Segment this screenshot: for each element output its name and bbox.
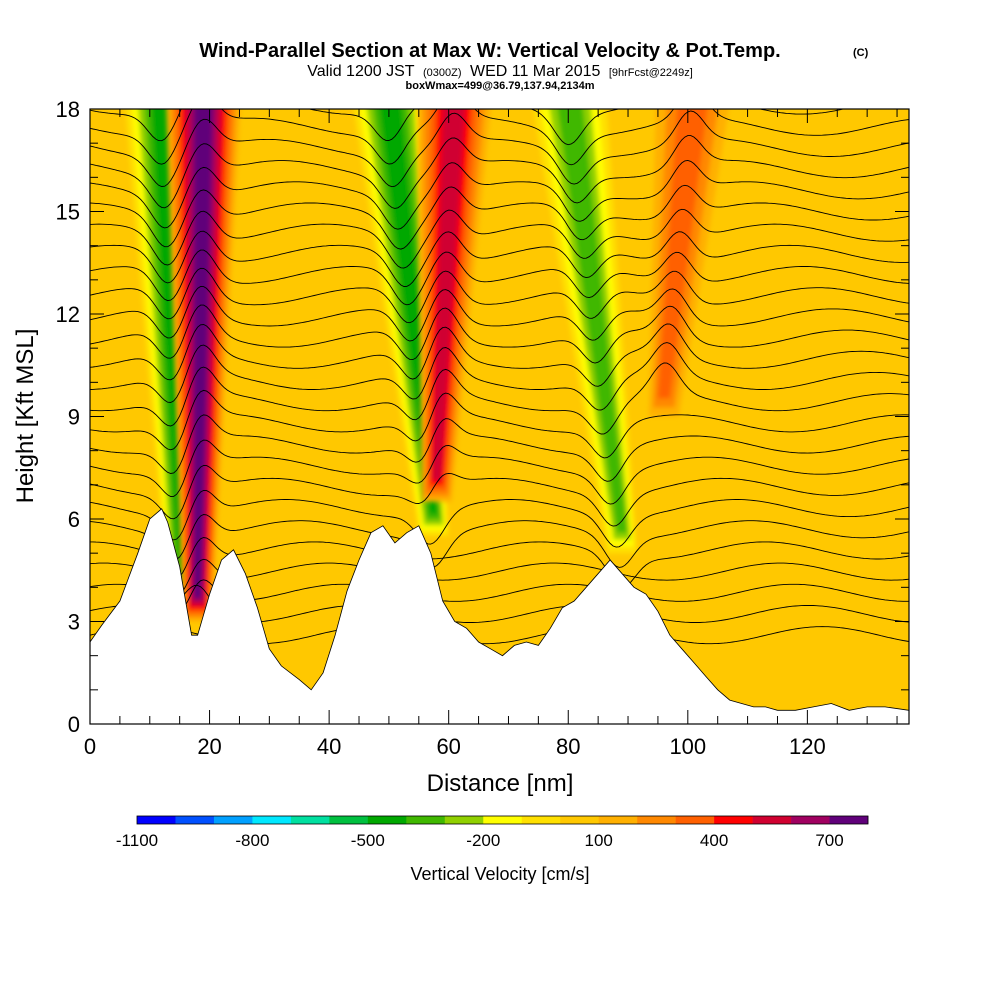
x-tick-label: 20: [197, 734, 221, 759]
theta-contour-34: [90, 304, 909, 364]
theta-contour-42: [90, 230, 909, 287]
updraft-shade-4-5: [432, 109, 465, 480]
theta-contour-16: [90, 514, 909, 568]
theta-contour-28: [90, 362, 909, 435]
colorbar-swatch: [137, 816, 176, 824]
colorbar-label: Vertical Velocity [cm/s]: [410, 864, 589, 884]
colorbar-swatch: [829, 816, 869, 824]
terrain: [90, 508, 909, 724]
subtitle-valid: Valid 1200 JST: [307, 63, 415, 80]
theta-contour-40: [90, 249, 909, 306]
theta-contour-46: [90, 184, 909, 250]
subtitle-forecast: [9hrFcst@2249z]: [609, 67, 693, 79]
x-tick-label: 0: [84, 734, 96, 759]
colorbar-swatch: [213, 816, 253, 824]
colorbar-tick-label: 400: [700, 831, 728, 850]
theta-contour-20: [90, 464, 909, 527]
theta-contour-32: [90, 323, 909, 387]
chart-subtitle: Valid 1200 JST (0300Z) WED 11 Mar 2015 […: [307, 63, 693, 80]
colorbar-ticks: -1100 -800 -500 -200 100 400 700: [116, 831, 844, 850]
downdraft-band-5: [533, 109, 637, 554]
colorbar-swatch: [714, 816, 753, 824]
colorbar-swatch: [329, 816, 369, 824]
colorbar-frame: [136, 815, 869, 825]
colorbar-tick-label: -800: [235, 831, 269, 850]
updraft-shade-6-3: [657, 109, 708, 399]
theta-contour-48: [90, 159, 909, 230]
colorbar-swatch: [444, 816, 484, 824]
theta-contour-44: [90, 208, 909, 269]
theta-contour-30: [90, 342, 909, 411]
theta-contour-50: [90, 135, 909, 209]
colorbar-tick-label: -200: [466, 831, 500, 850]
y-tick-label: 15: [56, 200, 80, 225]
y-tick-label: 3: [68, 610, 80, 635]
y-axis: 0 3 6 9 12 15 18: [56, 97, 909, 737]
subtitle-date: WED 11 Mar 2015: [470, 63, 601, 80]
x-tick-label: 40: [317, 734, 341, 759]
colorbar-tick-label: 700: [815, 831, 843, 850]
colorbar-swatch: [675, 816, 715, 824]
downdraft-shade-5-4: [557, 109, 628, 533]
potential-temperature-contours: [90, 109, 909, 645]
theta-contour-26: [90, 389, 909, 459]
colorbar-swatch: [791, 816, 830, 824]
colorbar-swatch: [752, 816, 792, 824]
x-tick-label: 120: [789, 734, 826, 759]
colorbar-swatch: [521, 816, 561, 824]
y-tick-label: 18: [56, 97, 80, 122]
theta-contour-52: [90, 110, 909, 188]
colorbar-swatch: [290, 816, 330, 824]
colorbar-swatch: [406, 816, 446, 824]
y-tick-label: 9: [68, 405, 80, 430]
subtitle-z-time: (0300Z): [423, 67, 462, 79]
colorbar-swatch: [175, 816, 215, 824]
chart-title: Wind-Parallel Section at Max W: Vertical…: [199, 40, 780, 62]
x-axis-label: Distance [nm]: [427, 770, 574, 797]
x-tick-label: 100: [669, 734, 706, 759]
y-axis-label: Height [Kft MSL]: [12, 329, 39, 504]
colorbar-swatch: [367, 816, 407, 824]
theta-contour-14: [90, 537, 909, 588]
colorbar-swatch: [483, 816, 523, 824]
colorbar-tick-label: 100: [585, 831, 613, 850]
plot-area: [90, 109, 909, 724]
x-axis: 0 20 40 60 80 100 120: [84, 109, 898, 759]
theta-contour-54: [90, 109, 909, 166]
theta-contour-18: [90, 489, 909, 548]
y-tick-label: 0: [68, 712, 80, 737]
y-tick-label: 6: [68, 507, 80, 532]
theta-contour-38: [90, 267, 909, 324]
colorbar-swatch: [637, 816, 676, 824]
title-mark: (C): [853, 47, 869, 59]
updraft-shade-2-7: [193, 109, 213, 599]
colorbar-swatch: [598, 816, 638, 824]
y-tick-label: 12: [56, 302, 80, 327]
colorbar-swatch: [560, 816, 599, 824]
colorbar-swatch: [252, 816, 292, 824]
chart-subtitle-2: boxWmax=499@36.79,137.94,2134m: [406, 80, 595, 92]
x-tick-label: 60: [436, 734, 460, 759]
theta-contour-56: [90, 109, 846, 146]
colorbar-tick-label: -1100: [116, 831, 158, 850]
theta-contour-24: [90, 414, 909, 482]
theta-contour-22: [90, 439, 909, 505]
colorbar-tick-label: -500: [351, 831, 385, 850]
x-tick-label: 80: [556, 734, 580, 759]
theta-contour-36: [90, 286, 909, 342]
colorbar: [136, 815, 869, 825]
